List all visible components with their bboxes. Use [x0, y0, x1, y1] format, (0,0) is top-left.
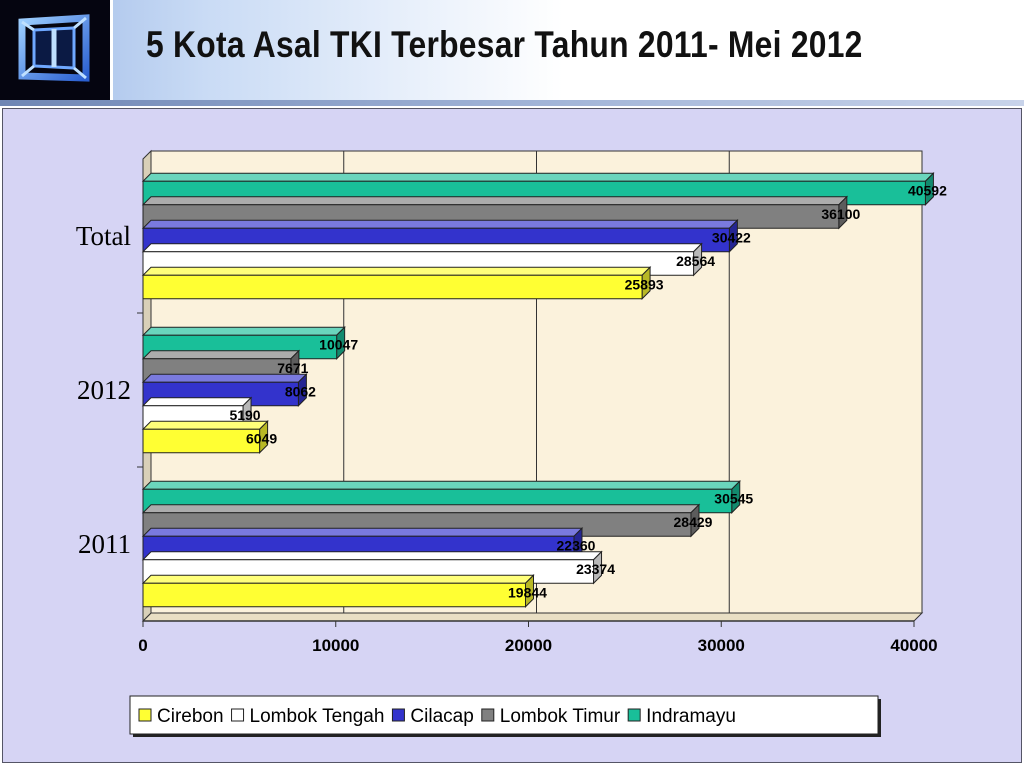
- data-label: 19844: [508, 584, 547, 600]
- bar-front-face: [142, 582, 526, 608]
- legend-entry: Cirebon: [157, 706, 224, 727]
- page-title: 5 Kota Asal TKI Terbesar Tahun 2011- Mei…: [146, 24, 863, 65]
- y-category-label: 2012: [77, 375, 131, 405]
- x-tick-label: 10000: [312, 636, 359, 655]
- data-label: 28429: [674, 514, 713, 530]
- legend-swatch: [391, 708, 405, 722]
- legend-box: [129, 695, 879, 735]
- data-label: 8062: [285, 383, 316, 399]
- bar-top-face: [141, 350, 301, 360]
- chart-panel: 0 10000 20000 30000 40000 Total 2012 2011 40592 3…: [2, 108, 1022, 763]
- bar: [141, 574, 535, 608]
- data-label: 23374: [576, 561, 615, 577]
- x-tick-label: 0: [138, 636, 147, 655]
- bar-front-face: [142, 274, 643, 300]
- legend-swatch: [138, 708, 152, 722]
- data-label: 22360: [557, 537, 596, 553]
- data-label: 30545: [714, 490, 753, 506]
- bar-top-face: [141, 504, 701, 514]
- data-label: 5190: [229, 407, 260, 423]
- x-tick-label: 40000: [890, 636, 937, 655]
- bar-top-face: [141, 196, 849, 206]
- bar: [141, 420, 269, 454]
- data-label: 25893: [625, 276, 664, 292]
- legend: Cirebon Lombok Tengah Cilacap Lombok Timur I…: [129, 695, 881, 737]
- bar-top-face: [141, 243, 703, 253]
- legend-swatch: [231, 708, 245, 722]
- legend-swatch: [481, 708, 495, 722]
- bar-top-face: [141, 551, 603, 561]
- bar-top-face: [141, 172, 935, 182]
- bar-top-face: [141, 219, 739, 229]
- bar-front-face: [142, 428, 261, 454]
- bar-top-face: [141, 420, 269, 430]
- bar-chart: 0 10000 20000 30000 40000 Total 2012 2011 40592 3…: [76, 149, 947, 737]
- legend-swatch: [627, 708, 641, 722]
- slide-header: 5 Kota Asal TKI Terbesar Tahun 2011- Mei…: [0, 0, 1024, 100]
- logo: [0, 0, 113, 100]
- data-label: 40592: [908, 182, 947, 198]
- bar-top-face: [141, 266, 652, 276]
- window-cube-logo-icon: [0, 0, 110, 100]
- data-label: 30422: [712, 229, 751, 245]
- legend-entry: Indramayu: [646, 706, 736, 727]
- data-label: 36100: [821, 206, 860, 222]
- legend-entry: Cilacap: [410, 706, 473, 727]
- legend-entry: Lombok Timur: [500, 706, 621, 727]
- data-label: 7671: [277, 360, 308, 376]
- bar-top-face: [141, 373, 308, 383]
- header-divider: [0, 100, 1024, 106]
- data-label: 6049: [246, 430, 277, 446]
- plot-floor: [141, 612, 924, 622]
- y-category-label: 2011: [78, 529, 131, 559]
- y-category-label: Total: [76, 221, 131, 251]
- bar-top-face: [141, 527, 584, 537]
- bar-top-face: [141, 574, 535, 584]
- x-tick-label: 30000: [698, 636, 745, 655]
- legend-entry: Lombok Tengah: [250, 706, 385, 727]
- data-label: 28564: [676, 253, 715, 269]
- data-label: 10047: [319, 336, 358, 352]
- bar: [141, 266, 652, 300]
- bar-top-face: [141, 326, 346, 336]
- bar-top-face: [141, 480, 741, 490]
- bar-top-face: [141, 397, 253, 407]
- x-tick-label: 20000: [505, 636, 552, 655]
